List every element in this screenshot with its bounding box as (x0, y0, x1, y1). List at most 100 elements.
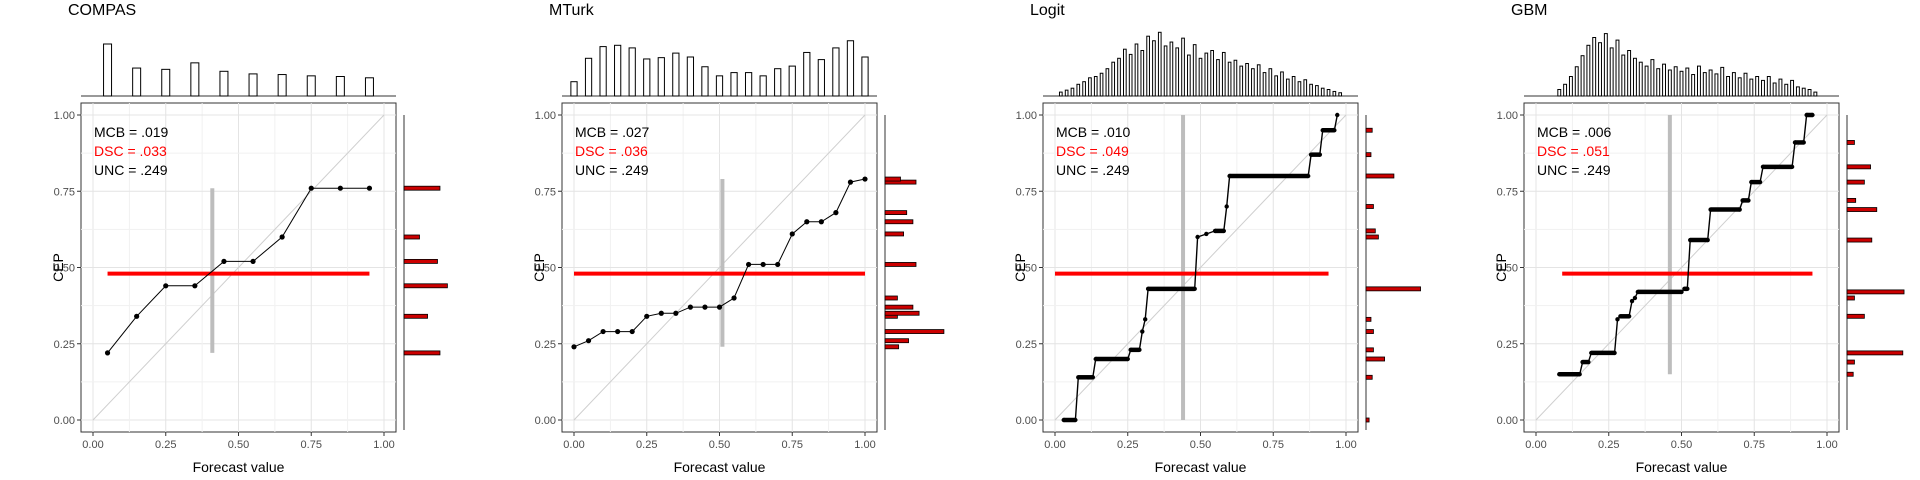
top-histogram-bar (1568, 76, 1573, 97)
top-histogram-bar (1233, 59, 1238, 97)
right-histogram-bar (403, 313, 428, 319)
right-histogram-bar (1846, 313, 1865, 319)
right-histogram-bar (1365, 347, 1374, 353)
top-histogram-bar (219, 70, 229, 97)
x-tick-label: 0.75 (1263, 439, 1284, 451)
top-histogram-bar (1262, 72, 1267, 97)
right-histogram-bar (403, 185, 441, 191)
data-point (1192, 286, 1197, 292)
data-point (1615, 317, 1620, 322)
right-histogram-bar (1846, 207, 1878, 212)
right-histogram-bar (1365, 329, 1374, 334)
data-point (1629, 298, 1635, 304)
top-histogram-bar (1274, 75, 1278, 97)
top-histogram-bar (1691, 74, 1696, 97)
data-point (847, 179, 854, 185)
data-point (1789, 164, 1795, 170)
top-histogram-bar (1070, 87, 1075, 97)
x-tick-label: 0.00 (1525, 439, 1546, 451)
top-histogram-bar (1326, 89, 1331, 97)
top-histogram-bar (1726, 76, 1731, 97)
top-histogram-bar (1644, 65, 1649, 97)
top-histogram-bar (1749, 78, 1754, 97)
score-unc: UNC = .249 (575, 162, 649, 178)
data-point (366, 185, 373, 191)
top-histogram-bar (846, 40, 855, 97)
top-histogram-bar (1297, 81, 1302, 97)
top-histogram-bar (1621, 54, 1626, 97)
y-tick-label: 0.25 (535, 339, 556, 351)
top-histogram-bar (1662, 63, 1666, 97)
x-axis-label: Forecast value (1636, 459, 1728, 475)
x-tick-label: 0.75 (301, 439, 322, 451)
data-point (775, 261, 781, 268)
diagonal-reference-line (1054, 114, 1347, 421)
right-histogram-bar (884, 338, 909, 344)
top-histogram-bar (1123, 48, 1127, 97)
data-point (1308, 152, 1314, 157)
chart-panel-4: GBM MCB = .006 DSC = .051 UNC = .249 0.00 0.0… (1493, 2, 1905, 475)
top-histogram-bar (1557, 89, 1562, 97)
data-point (1061, 417, 1066, 423)
data-point (1746, 198, 1751, 203)
right-histogram-bar (884, 344, 900, 350)
top-histogram-bar (1766, 76, 1771, 97)
top-histogram-bar (1656, 68, 1661, 97)
score-dsc: DSC = .051 (1537, 143, 1610, 159)
data-point (1076, 375, 1081, 380)
chart-panel-2: MTurk MCB = .027 DSC = .036 UNC = .249 0.00 0… (531, 2, 945, 475)
score-dsc: DSC = .036 (575, 143, 648, 159)
top-histogram-bar (1099, 72, 1104, 97)
top-histogram-bar (1784, 83, 1789, 97)
x-tick-label: 0.00 (1044, 439, 1065, 451)
data-point (571, 344, 577, 350)
top-histogram-bar (1598, 42, 1602, 97)
data-point (658, 310, 664, 316)
data-point (862, 176, 868, 182)
top-histogram-bar (1609, 47, 1614, 97)
right-histogram-bar (1846, 289, 1905, 295)
top-histogram-bar (1338, 92, 1343, 97)
top-histogram-bar (1093, 76, 1098, 97)
chart-title: MTurk (549, 2, 595, 19)
data-point (1749, 179, 1754, 185)
y-axis-label: CEP (50, 253, 66, 282)
data-point (250, 258, 256, 264)
x-tick-label: 0.50 (1671, 439, 1692, 451)
data-point (1577, 372, 1582, 377)
top-histogram-bar (1227, 61, 1232, 97)
data-point (644, 313, 650, 319)
top-histogram-bar (161, 68, 171, 97)
right-histogram-bar (884, 262, 917, 267)
right-histogram-bar (1365, 374, 1373, 380)
y-tick-label: 0.50 (1497, 263, 1518, 275)
top-histogram-bar (1152, 40, 1156, 97)
right-histogram-bar (884, 310, 920, 316)
data-point (789, 231, 795, 237)
y-tick-label: 0.75 (535, 186, 556, 198)
top-histogram-bar (774, 68, 782, 97)
top-histogram-bar (1064, 89, 1069, 97)
score-mcb: MCB = .010 (1056, 124, 1131, 140)
top-histogram-bar (1743, 72, 1748, 97)
data-point (1305, 173, 1311, 179)
chart-title: COMPAS (68, 2, 136, 19)
top-histogram-bar (1187, 54, 1191, 97)
top-histogram-bar (1563, 83, 1568, 97)
data-point (833, 210, 839, 216)
right-histogram-bar (403, 258, 438, 264)
x-tick-label: 0.50 (228, 439, 249, 451)
x-tick-label: 0.75 (1744, 439, 1765, 451)
y-tick-label: 0.00 (54, 415, 75, 427)
score-unc: UNC = .249 (1537, 162, 1611, 178)
data-point (585, 338, 592, 344)
right-histogram-bar (1365, 234, 1379, 240)
top-histogram-bar (132, 67, 142, 97)
x-tick-label: 0.50 (709, 439, 730, 451)
top-histogram-bar (1332, 90, 1337, 97)
right-histogram-bar (884, 329, 945, 334)
data-point (1804, 112, 1809, 118)
y-tick-label: 1.00 (535, 110, 556, 122)
top-histogram-bar (1737, 77, 1742, 97)
